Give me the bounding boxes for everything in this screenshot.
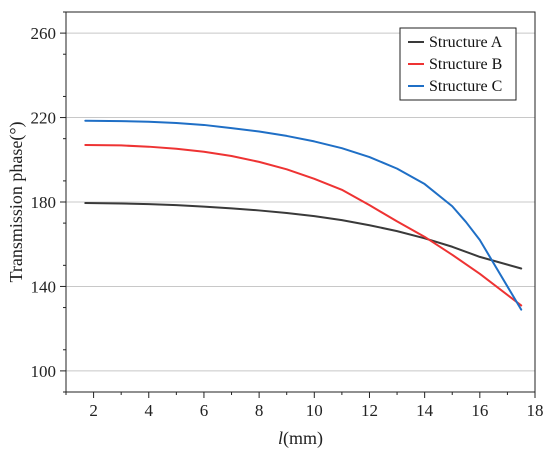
x-tick-label: 10 [306,401,323,420]
x-tick-label: 4 [145,401,154,420]
legend-label-1: Structure A [429,34,503,51]
x-tick-label: 14 [416,401,434,420]
y-axis-label: Transmission phase(°) [6,121,27,282]
x-tick-label: 18 [527,401,544,420]
x-tick-label: 16 [471,401,488,420]
y-tick-label: 100 [31,362,57,381]
x-axis-label-variable: l [278,428,283,448]
x-tick-label: 2 [89,401,98,420]
x-tick-label: 8 [255,401,264,420]
y-tick-label: 260 [31,24,57,43]
legend-label-2: Structure B [429,56,502,73]
y-tick-label: 140 [31,277,57,296]
gridlines [66,32,535,372]
x-axis-label-unit: (mm) [283,428,323,449]
x-tick-label: 6 [200,401,209,420]
legend: Structure A Structure B Structure C [399,27,517,101]
y-tick-label: 180 [31,193,57,212]
series-line-1 [84,202,523,270]
x-axis-label: l(mm) [278,428,323,449]
y-tick-label: 220 [31,109,57,128]
series-lines [84,119,523,311]
axis-ticks: 2 4 6 8 10 12 14 16 18 100 140 180 220 260 [31,11,544,420]
legend-label-3: Structure C [429,78,502,95]
series-line-2 [84,144,523,307]
x-tick-label: 12 [361,401,378,420]
series-line-3 [84,119,523,311]
